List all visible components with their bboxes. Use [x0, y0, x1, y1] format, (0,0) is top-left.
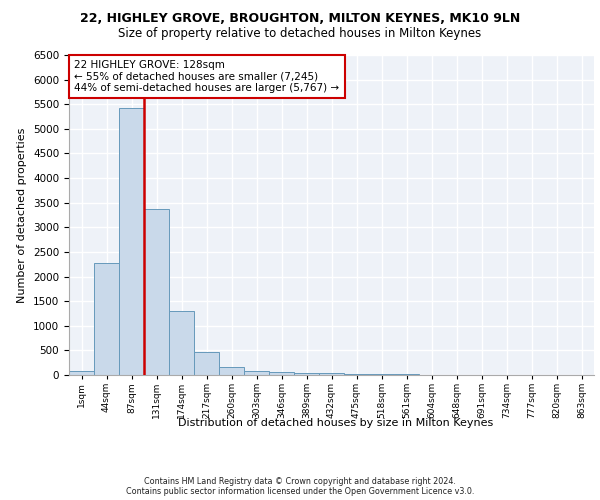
Bar	[319, 374, 344, 375]
Y-axis label: Number of detached properties: Number of detached properties	[17, 128, 28, 302]
Bar	[94, 263, 119, 375]
Text: 22, HIGHLEY GROVE, BROUGHTON, MILTON KEYNES, MK10 9LN: 22, HIGHLEY GROVE, BROUGHTON, MILTON KEY…	[80, 12, 520, 26]
Bar	[244, 370, 269, 375]
Bar	[169, 310, 194, 375]
Bar	[144, 208, 169, 375]
Text: 22 HIGHLEY GROVE: 128sqm
← 55% of detached houses are smaller (7,245)
44% of sem: 22 HIGHLEY GROVE: 128sqm ← 55% of detach…	[74, 60, 340, 93]
Bar	[394, 374, 419, 375]
Bar	[194, 352, 219, 375]
Bar	[269, 372, 294, 375]
Text: Contains HM Land Registry data © Crown copyright and database right 2024.
Contai: Contains HM Land Registry data © Crown c…	[126, 476, 474, 496]
Bar	[344, 374, 369, 375]
Text: Size of property relative to detached houses in Milton Keynes: Size of property relative to detached ho…	[118, 28, 482, 40]
Bar	[369, 374, 394, 375]
Bar	[69, 372, 94, 375]
Bar	[219, 367, 244, 375]
Bar	[119, 108, 144, 375]
Bar	[294, 373, 319, 375]
Text: Distribution of detached houses by size in Milton Keynes: Distribution of detached houses by size …	[178, 418, 494, 428]
